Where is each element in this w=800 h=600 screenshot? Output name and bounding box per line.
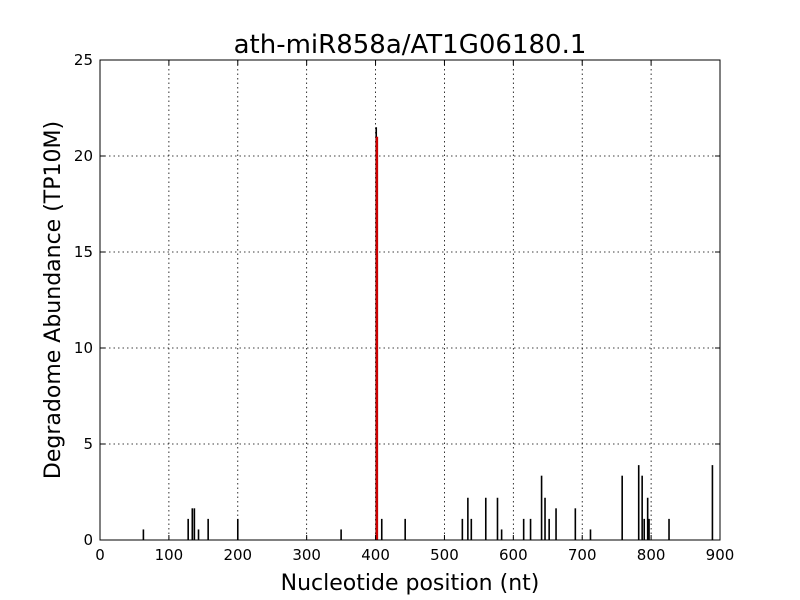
y-axis-title: Degradome Abundance (TP10M)	[41, 121, 66, 479]
x-tick-label: 500	[430, 546, 459, 564]
x-tick-label: 400	[361, 546, 390, 564]
y-tick-label: 20	[74, 147, 93, 165]
x-axis-title: Nucleotide position (nt)	[281, 571, 540, 596]
x-tick-label: 200	[223, 546, 252, 564]
x-tick-label: 600	[499, 546, 528, 564]
y-tick-label: 10	[74, 339, 93, 357]
x-tick-label: 800	[637, 546, 666, 564]
x-tick-label: 300	[292, 546, 321, 564]
grid-lines	[100, 60, 720, 540]
x-tick-label: 700	[568, 546, 597, 564]
bar-series	[142, 127, 714, 540]
y-tick-label: 15	[74, 243, 93, 261]
y-tick-label: 25	[74, 51, 93, 69]
chart-title: ath-miR858a/AT1G06180.1	[234, 30, 587, 60]
x-tick-label: 100	[155, 546, 184, 564]
plot-frame	[99, 59, 721, 541]
y-tick-label: 5	[83, 435, 93, 453]
axis-ticks: 0 100 200 300 400 500 600 700 800 900 0 5 10 15 20 25	[74, 51, 734, 564]
x-tick-label: 0	[95, 546, 105, 564]
x-tick-label: 900	[706, 546, 735, 564]
y-tick-label: 0	[83, 531, 93, 549]
